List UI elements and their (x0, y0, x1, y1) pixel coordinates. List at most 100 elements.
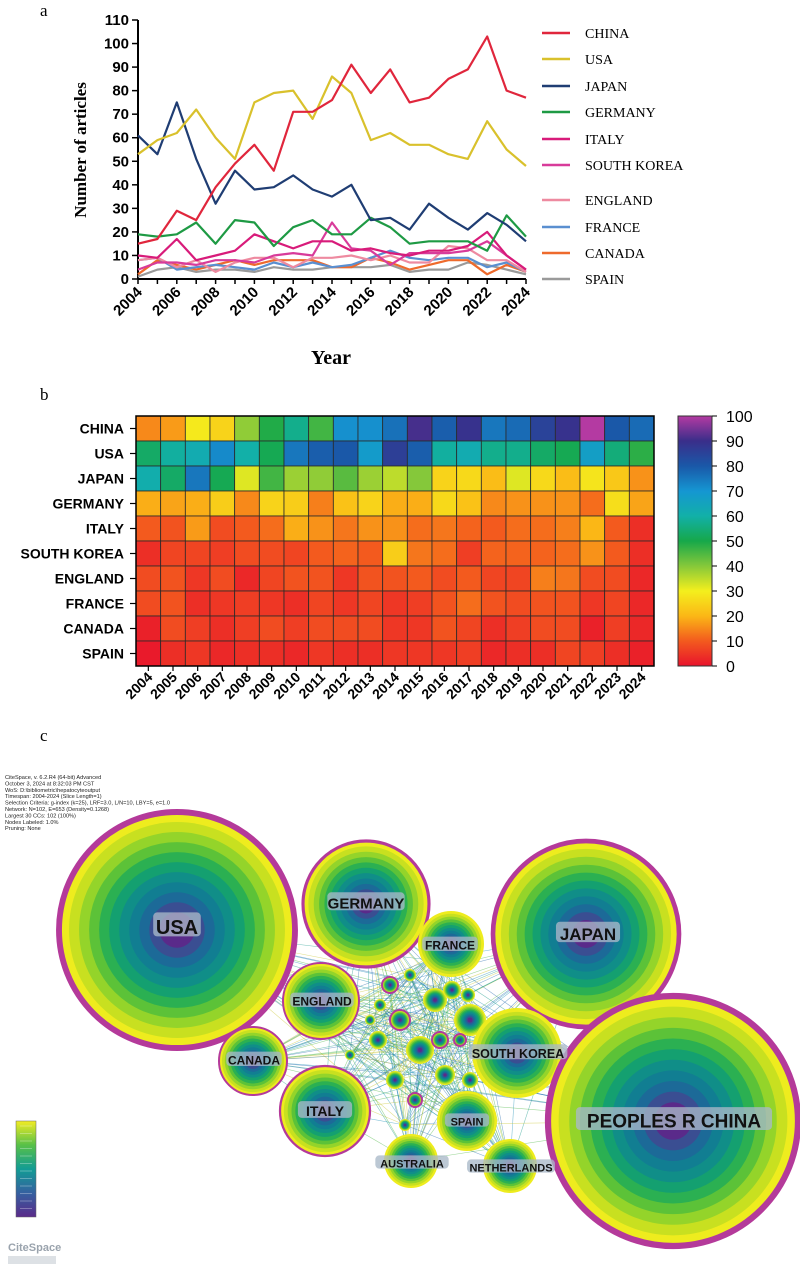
heat-cell-spain-2022 (579, 640, 606, 667)
col-label-2015: 2015 (393, 669, 426, 702)
heat-cell-france-2015 (406, 590, 433, 617)
heat-cell-spain-2015 (406, 640, 433, 667)
heat-cell-canada-2011 (308, 615, 334, 642)
heat-cell-canada-2020 (530, 615, 556, 642)
node-label-usa: USA (156, 917, 198, 939)
heat-cell-usa-2018 (480, 440, 507, 467)
info-line: WoS: D:\bibliometric\hepatocyteoutput (5, 788, 100, 794)
heat-cell-england-2011 (308, 565, 334, 592)
heat-cell-usa-2014 (382, 440, 408, 467)
heat-cell-italy-2004 (135, 515, 162, 542)
node-label-bg (297, 1101, 353, 1118)
heat-cell-china-2023 (604, 415, 630, 442)
node-ring (369, 1019, 371, 1021)
heat-cell-germany-2010 (283, 490, 310, 517)
heat-cell-spain-2004 (135, 640, 162, 667)
heat-cell-spain-2009 (258, 640, 285, 667)
heat-cell-spain-2007 (209, 640, 236, 667)
heat-cell-germany-2011 (308, 490, 334, 517)
heat-cell-germany-2017 (456, 490, 482, 517)
node-label-canada: CANADA (228, 1054, 280, 1068)
minor-country-node (454, 1004, 486, 1036)
heat-cell-japan-2016 (431, 465, 458, 492)
y-tick-label: 60 (112, 130, 129, 147)
heat-cell-germany-2021 (554, 490, 581, 517)
heat-cell-usa-2012 (332, 440, 359, 467)
node-south-korea (472, 1008, 562, 1098)
heat-cell-italy-2006 (184, 515, 211, 542)
heat-cell-france-2007 (209, 590, 236, 617)
heat-cell-england-2013 (357, 565, 384, 592)
heat-cell-japan-2007 (209, 465, 236, 492)
node-border (56, 809, 298, 1051)
minor-country-node (389, 1009, 411, 1031)
heat-cell-japan-2020 (530, 465, 556, 492)
heat-cell-france-2022 (579, 590, 606, 617)
heat-cell-south-korea-2013 (357, 540, 384, 567)
heat-cell-south-korea-2007 (209, 540, 236, 567)
minor-country-node (374, 999, 386, 1011)
y-tick-label: 50 (112, 153, 129, 170)
heatmap-frame (135, 415, 655, 667)
heat-cell-china-2017 (456, 415, 482, 442)
heat-cell-france-2008 (234, 590, 260, 617)
node-label-bg (444, 1113, 490, 1127)
minor-country-node (443, 981, 461, 999)
node-ring (466, 993, 470, 997)
heat-cell-china-2015 (406, 415, 433, 442)
minor-country-node (369, 1031, 387, 1049)
series-line-japan (137, 101, 527, 243)
node-ring (468, 1078, 472, 1082)
colorbar-tick-label: 20 (726, 609, 744, 626)
node-ring (379, 1004, 381, 1006)
heat-cell-canada-2009 (258, 615, 285, 642)
heat-cell-south-korea-2006 (184, 540, 211, 567)
x-tick-label: 2014 (304, 283, 340, 319)
heat-cell-italy-2005 (160, 515, 186, 542)
series-line-france (137, 249, 527, 273)
heat-cell-japan-2012 (332, 465, 359, 492)
citespace-logo-base (8, 1256, 56, 1264)
heat-cell-england-2005 (160, 565, 186, 592)
heat-cell-canada-2007 (209, 615, 236, 642)
heat-cell-france-2024 (628, 590, 655, 617)
heat-cell-canada-2013 (357, 615, 384, 642)
col-label-2004: 2004 (122, 669, 155, 702)
info-line: Largest 30 CCs: 102 (100%) (5, 813, 76, 819)
heat-cell-france-2017 (456, 590, 482, 617)
minor-country-node (399, 1119, 411, 1131)
heat-cell-japan-2019 (505, 465, 532, 492)
network-edge (389, 984, 406, 1126)
x-tick-label: 2018 (382, 284, 418, 320)
heat-cell-canada-2016 (431, 615, 458, 642)
heat-cell-germany-2014 (382, 490, 408, 517)
heat-cell-usa-2011 (308, 440, 334, 467)
heat-cell-usa-2016 (431, 440, 458, 467)
node-label-bg (575, 1107, 773, 1130)
heat-cell-france-2006 (184, 590, 211, 617)
y-tick-label: 0 (121, 271, 129, 288)
heat-cell-germany-2009 (258, 490, 285, 517)
col-label-2023: 2023 (591, 669, 624, 702)
node-border (407, 1092, 423, 1108)
heat-cell-usa-2007 (209, 440, 236, 467)
minor-country-node (453, 1033, 467, 1047)
network-edge (409, 974, 412, 1162)
node-ring (433, 998, 437, 1002)
heat-cell-italy-2024 (628, 515, 655, 542)
panel-label-a: a (40, 1, 48, 20)
node-label-bg (375, 1155, 449, 1169)
heat-cell-usa-2024 (628, 440, 655, 467)
node-ring (393, 1078, 397, 1082)
node-border (389, 1009, 411, 1031)
info-line: Selection Criteria: g-index (k=25), LRF=… (5, 801, 170, 807)
row-label-italy: ITALY (86, 521, 125, 537)
heat-cell-germany-2006 (184, 490, 211, 517)
network-edge (409, 974, 441, 1041)
node-border (301, 839, 431, 969)
heat-cell-england-2007 (209, 565, 236, 592)
heat-cell-china-2013 (357, 415, 384, 442)
heat-cell-france-2019 (505, 590, 532, 617)
node-label-bg (555, 921, 621, 943)
info-line: Timespan: 2004-2024 (Slice Length=1) (5, 794, 102, 800)
